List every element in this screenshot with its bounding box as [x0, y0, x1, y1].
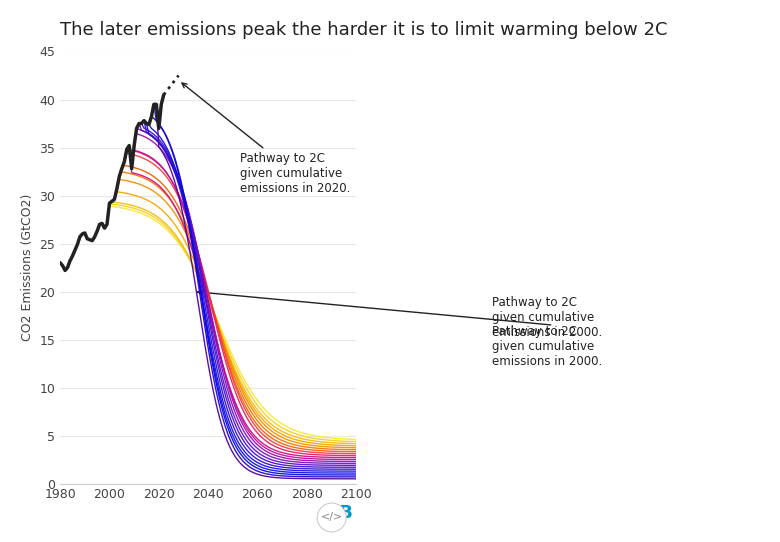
- Text: CB: CB: [326, 505, 353, 522]
- Text: The later emissions peak the harder it is to limit warming below 2C: The later emissions peak the harder it i…: [60, 21, 668, 39]
- Text: </>: </>: [321, 513, 343, 522]
- Text: Pathway to 2C
given cumulative
emissions in 2000.: Pathway to 2C given cumulative emissions…: [492, 325, 602, 368]
- Y-axis label: CO2 Emissions (GtCO2): CO2 Emissions (GtCO2): [21, 194, 34, 341]
- Text: Pathway to 2C
given cumulative
emissions in 2000.: Pathway to 2C given cumulative emissions…: [492, 296, 602, 339]
- Text: Pathway to 2C
given cumulative
emissions in 2020.: Pathway to 2C given cumulative emissions…: [182, 83, 350, 195]
